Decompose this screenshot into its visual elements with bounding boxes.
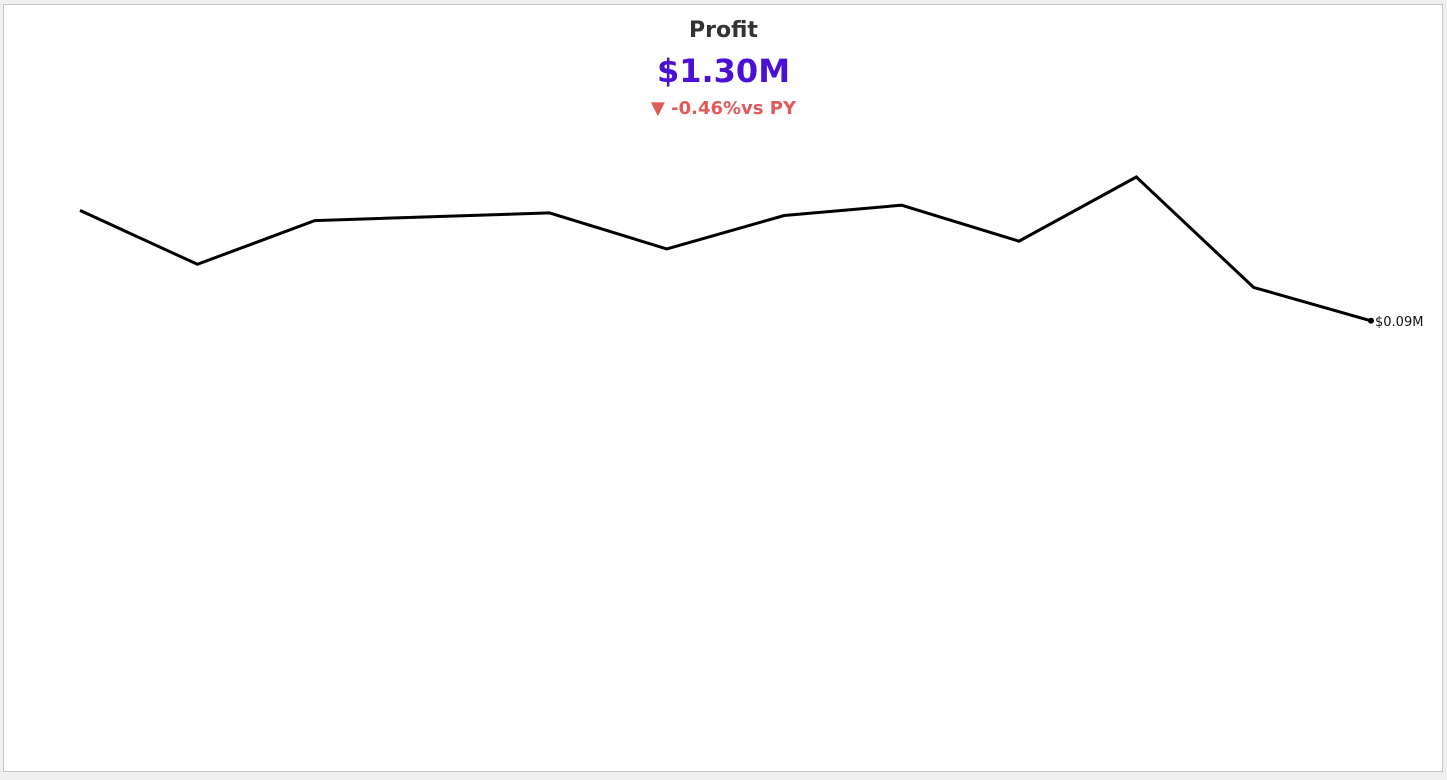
profit-series-line — [79, 175, 1372, 323]
kpi-title: Profit — [689, 18, 758, 43]
kpi-value: $1.30M — [656, 52, 791, 90]
down-arrow-icon: ▼ — [651, 98, 665, 119]
data-point-12 — [1368, 317, 1374, 324]
kpi-change-value: -0.46% — [671, 98, 742, 119]
last-point-label: $0.09M — [1375, 315, 1423, 330]
kpi-change-suffix: vs PY — [741, 98, 796, 119]
kpi-change: ▼ -0.46%vs PY — [0, 98, 1447, 119]
chart-frame — [3, 4, 1443, 772]
